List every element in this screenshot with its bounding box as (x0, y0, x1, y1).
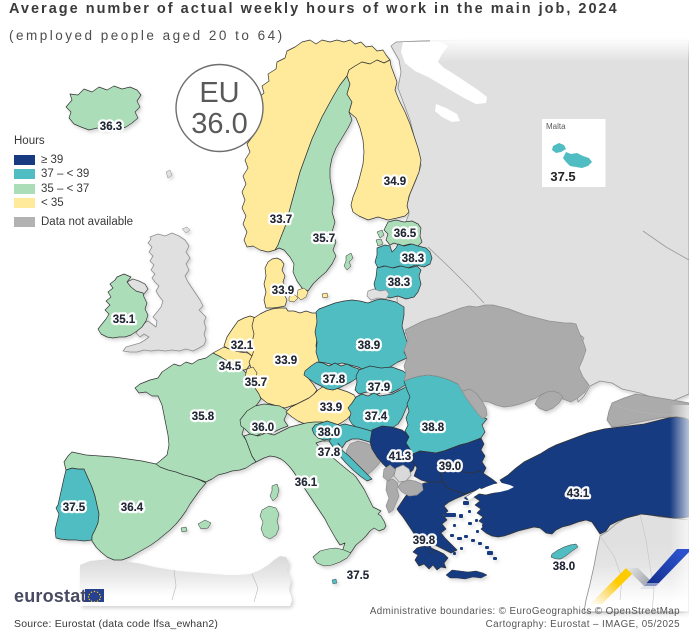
svg-text:EU: EU (199, 77, 239, 109)
svg-text:32.1: 32.1 (231, 340, 254, 352)
svg-text:37.5: 37.5 (63, 502, 86, 514)
svg-text:34.9: 34.9 (384, 176, 406, 188)
svg-text:39.8: 39.8 (413, 535, 436, 547)
svg-text:38.0: 38.0 (553, 561, 575, 573)
svg-text:37.8: 37.8 (318, 447, 341, 459)
svg-text:38.3: 38.3 (388, 277, 410, 289)
svg-text:35.7: 35.7 (313, 233, 335, 245)
svg-text:39.0: 39.0 (439, 461, 461, 473)
svg-text:41.3: 41.3 (389, 451, 411, 463)
svg-text:36.0: 36.0 (252, 422, 274, 434)
svg-text:38.3: 38.3 (402, 253, 424, 265)
svg-text:32.1: 32.1 (231, 340, 254, 352)
svg-text:38.3: 38.3 (402, 253, 424, 265)
svg-text:38.9: 38.9 (358, 340, 380, 352)
svg-text:38.0: 38.0 (553, 561, 575, 573)
svg-text:37.4: 37.4 (365, 411, 388, 423)
svg-text:33.7: 33.7 (270, 214, 292, 226)
svg-text:Malta: Malta (546, 122, 566, 131)
svg-text:36.1: 36.1 (295, 477, 318, 489)
svg-text:38.0: 38.0 (318, 427, 340, 439)
svg-text:35.1: 35.1 (113, 314, 136, 326)
svg-text:35.8: 35.8 (192, 411, 215, 423)
svg-text:37.5: 37.5 (550, 169, 575, 184)
svg-text:37.9: 37.9 (368, 382, 390, 394)
svg-text:37.5: 37.5 (347, 570, 370, 582)
svg-text:39.0: 39.0 (439, 461, 461, 473)
svg-text:33.9: 33.9 (320, 402, 342, 414)
svg-text:34.9: 34.9 (384, 176, 406, 188)
svg-text:36.0: 36.0 (191, 108, 247, 140)
svg-text:36.3: 36.3 (100, 121, 122, 133)
svg-text:35.7: 35.7 (245, 377, 267, 389)
svg-text:33.9: 33.9 (320, 402, 342, 414)
svg-text:36.1: 36.1 (295, 477, 318, 489)
svg-text:43.1: 43.1 (567, 488, 590, 500)
svg-text:38.8: 38.8 (422, 422, 445, 434)
svg-text:36.0: 36.0 (252, 422, 274, 434)
svg-text:36.4: 36.4 (121, 502, 144, 514)
svg-text:37.8: 37.8 (318, 447, 341, 459)
svg-text:35.7: 35.7 (245, 377, 267, 389)
svg-text:43.1: 43.1 (567, 488, 590, 500)
svg-text:38.8: 38.8 (422, 422, 445, 434)
svg-text:36.3: 36.3 (100, 121, 122, 133)
svg-text:37.4: 37.4 (365, 411, 388, 423)
svg-text:36.4: 36.4 (121, 502, 144, 514)
svg-text:38.3: 38.3 (388, 277, 410, 289)
svg-text:35.8: 35.8 (192, 411, 215, 423)
svg-text:33.9: 33.9 (272, 285, 294, 297)
svg-text:33.9: 33.9 (275, 355, 297, 367)
svg-text:33.9: 33.9 (272, 285, 294, 297)
svg-text:41.3: 41.3 (389, 451, 411, 463)
svg-text:37.8: 37.8 (323, 374, 346, 386)
svg-text:34.5: 34.5 (219, 361, 242, 373)
svg-text:33.7: 33.7 (270, 214, 292, 226)
svg-text:36.5: 36.5 (394, 228, 417, 240)
svg-text:37.9: 37.9 (368, 382, 390, 394)
svg-text:38.0: 38.0 (318, 427, 340, 439)
svg-text:37.8: 37.8 (323, 374, 346, 386)
svg-text:34.5: 34.5 (219, 361, 242, 373)
svg-text:38.9: 38.9 (358, 340, 380, 352)
svg-text:36.5: 36.5 (394, 228, 417, 240)
svg-text:37.5: 37.5 (347, 570, 370, 582)
svg-text:35.1: 35.1 (113, 314, 136, 326)
svg-text:37.5: 37.5 (63, 502, 86, 514)
svg-text:39.8: 39.8 (413, 535, 436, 547)
svg-text:35.7: 35.7 (313, 233, 335, 245)
svg-text:33.9: 33.9 (275, 355, 297, 367)
